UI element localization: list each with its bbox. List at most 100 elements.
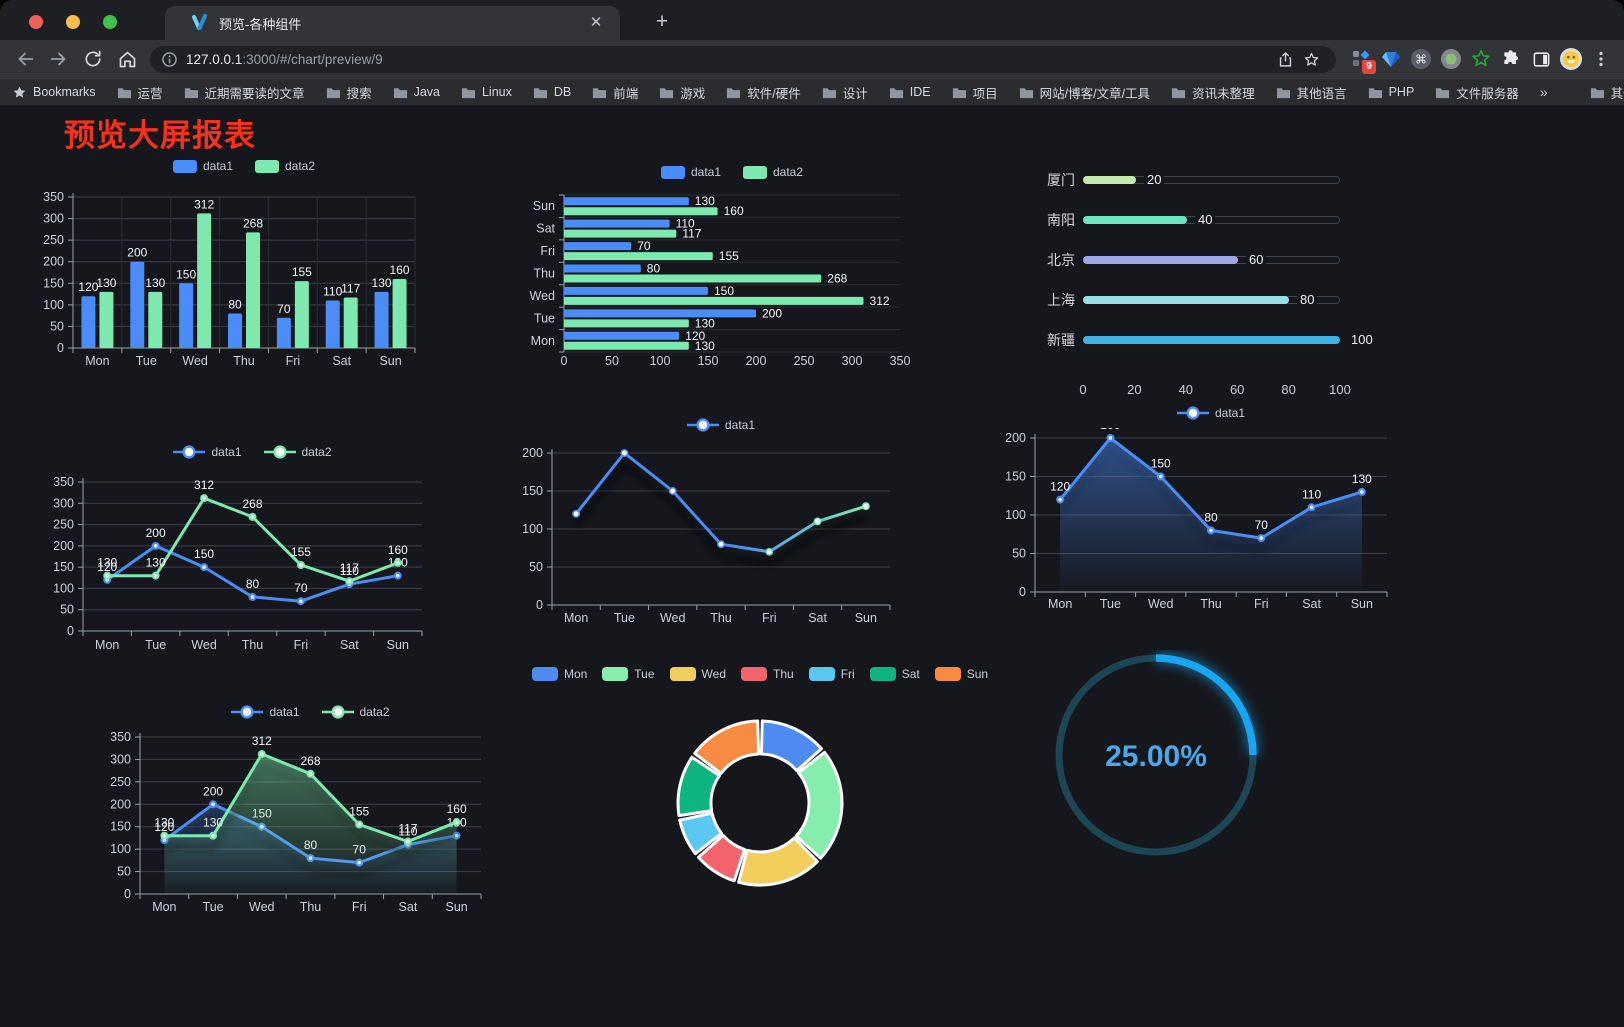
bookmark-folder[interactable]: 设计 — [822, 83, 868, 102]
legend-item[interactable]: data1 — [1176, 406, 1245, 420]
data-point-marker[interactable] — [572, 509, 581, 518]
share-button[interactable] — [1272, 46, 1298, 72]
legend-item[interactable]: Mon — [531, 667, 587, 681]
legend-item[interactable]: data1 — [231, 705, 300, 719]
bar-data1[interactable] — [130, 261, 145, 348]
bar-data2[interactable] — [197, 213, 212, 348]
hbar-data1[interactable] — [564, 242, 632, 251]
bar-data2[interactable] — [294, 281, 309, 348]
bookmark-folder[interactable]: 近期需要读的文章 — [184, 83, 305, 102]
hbar-data2[interactable] — [564, 274, 822, 283]
hbar-data1[interactable] — [564, 331, 680, 340]
donut-slice-Mon[interactable] — [759, 719, 823, 773]
legend-item[interactable]: Sun — [934, 667, 988, 681]
hbar-data2[interactable] — [564, 229, 677, 238]
hbar-data1[interactable] — [564, 309, 756, 318]
minimize-window-button[interactable] — [66, 15, 80, 29]
close-window-button[interactable] — [29, 15, 43, 29]
bookmark-folder[interactable]: 前端 — [592, 83, 638, 102]
legend-item[interactable]: data2 — [743, 165, 803, 179]
legend-item[interactable]: data1 — [660, 165, 721, 179]
bookmark-folder[interactable]: PHP — [1368, 85, 1414, 100]
bar-data2[interactable] — [99, 291, 114, 348]
hbar-data1[interactable] — [564, 197, 689, 206]
bookmark-folder[interactable]: 网站/博客/文章/工具 — [1019, 83, 1150, 102]
legend-item[interactable]: data1 — [172, 159, 233, 173]
donut-slice-Wed[interactable] — [737, 836, 819, 887]
maximize-window-button[interactable] — [103, 15, 117, 29]
extension-recorder-button[interactable] — [1436, 44, 1466, 74]
browser-tab[interactable]: 预览-各种组件 ✕ — [165, 6, 620, 40]
data-point-marker[interactable] — [668, 487, 677, 495]
extension-green-star-button[interactable] — [1466, 44, 1496, 74]
bookmarks-root[interactable]: Bookmarks — [12, 85, 96, 100]
address-bar[interactable]: 127.0.0.1:3000/#/chart/preview/9 — [150, 45, 1336, 73]
bar-data1[interactable] — [325, 300, 340, 348]
extension-apps-grid-button[interactable]: 9 — [1346, 44, 1376, 74]
bookmark-folder[interactable]: Linux — [461, 85, 512, 100]
donut-slice-Tue[interactable] — [794, 750, 844, 860]
bookmark-folder[interactable]: 其他语言 — [1276, 83, 1347, 102]
new-tab-button[interactable]: + — [655, 10, 669, 33]
legend-item[interactable]: data1 — [173, 445, 242, 459]
bookmarks-overflow-chevron[interactable]: » — [1539, 84, 1548, 100]
bookmark-folder[interactable]: 搜索 — [326, 83, 372, 102]
bar-data1[interactable] — [228, 313, 242, 348]
hbar-data1[interactable] — [564, 219, 670, 228]
bookmark-folder[interactable]: 项目 — [952, 83, 998, 102]
bookmark-folder[interactable]: IDE — [889, 85, 931, 100]
legend-item[interactable]: data2 — [321, 705, 390, 719]
other-bookmarks[interactable]: 其他书签 — [1590, 83, 1624, 102]
profile-avatar-button[interactable] — [1556, 44, 1586, 74]
bar-data1[interactable] — [179, 283, 194, 348]
extension-gem-button[interactable] — [1376, 44, 1406, 74]
legend-item[interactable]: Fri — [808, 667, 855, 681]
back-button[interactable] — [8, 44, 42, 74]
legend-item[interactable]: Thu — [741, 667, 794, 681]
hbar-data2[interactable] — [564, 341, 689, 350]
bar-data1[interactable] — [276, 317, 291, 348]
data-point-marker[interactable] — [765, 547, 774, 556]
data-point-marker[interactable] — [813, 517, 822, 526]
extension-command-button[interactable]: ⌘ — [1406, 44, 1436, 74]
bookmark-folder[interactable]: Java — [393, 85, 440, 100]
data-point-marker[interactable] — [861, 502, 870, 511]
hbar-data1[interactable] — [564, 286, 708, 295]
legend-item[interactable]: data2 — [263, 445, 332, 459]
reload-button[interactable] — [76, 44, 110, 74]
donut-slice-Fri[interactable] — [678, 811, 723, 856]
bar-data2[interactable] — [392, 278, 407, 348]
hbar-data2[interactable] — [564, 319, 689, 328]
data-point-marker[interactable] — [620, 449, 629, 457]
bar-data2[interactable] — [343, 297, 358, 348]
donut-slice-Thu[interactable] — [697, 833, 747, 883]
bar-data1[interactable] — [374, 291, 389, 348]
hbar-data2[interactable] — [564, 252, 713, 261]
bookmark-folder[interactable]: DB — [533, 85, 571, 100]
legend-item[interactable]: Tue — [602, 667, 655, 681]
bookmark-page-button[interactable] — [1298, 46, 1324, 72]
bar-data2[interactable] — [148, 291, 163, 348]
tab-close-icon[interactable]: ✕ — [589, 14, 603, 31]
donut-slice-Sat[interactable] — [676, 755, 721, 818]
bookmark-folder[interactable]: 文件服务器 — [1435, 83, 1519, 102]
forward-button[interactable] — [42, 44, 76, 74]
bar-data2[interactable] — [246, 232, 260, 348]
site-info-icon[interactable] — [162, 51, 177, 67]
bookmark-folder[interactable]: 软件/硬件 — [726, 83, 801, 102]
extensions-puzzle-button[interactable] — [1496, 44, 1526, 74]
legend-item[interactable]: Sat — [869, 667, 920, 681]
legend-item[interactable]: data1 — [686, 418, 755, 432]
home-button[interactable] — [110, 44, 144, 74]
bookmark-folder[interactable]: 游戏 — [659, 83, 705, 102]
hbar-data2[interactable] — [564, 296, 864, 305]
split-screen-button[interactable] — [1526, 44, 1556, 74]
bookmark-folder[interactable]: 资讯未整理 — [1171, 83, 1255, 102]
browser-menu-button[interactable] — [1586, 44, 1616, 74]
hbar-data1[interactable] — [564, 264, 641, 273]
bar-data1[interactable] — [81, 296, 96, 348]
legend-item[interactable]: data2 — [255, 159, 315, 173]
bookmark-folder[interactable]: 运营 — [117, 83, 163, 102]
legend-item[interactable]: Wed — [669, 667, 726, 681]
donut-slice-Sun[interactable] — [693, 719, 761, 775]
